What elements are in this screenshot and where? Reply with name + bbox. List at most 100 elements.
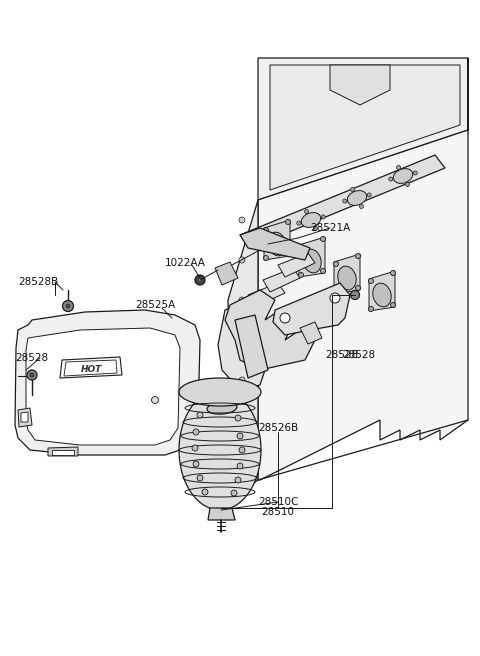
Text: 28510C: 28510C — [258, 497, 298, 507]
Polygon shape — [258, 58, 468, 200]
Ellipse shape — [348, 191, 367, 205]
Circle shape — [27, 370, 37, 380]
Circle shape — [251, 243, 255, 247]
Circle shape — [356, 285, 360, 291]
Circle shape — [280, 313, 290, 323]
Polygon shape — [208, 508, 235, 520]
Circle shape — [413, 171, 417, 175]
Ellipse shape — [393, 169, 413, 184]
Polygon shape — [215, 262, 238, 285]
Circle shape — [321, 268, 325, 274]
Circle shape — [30, 373, 34, 377]
Polygon shape — [218, 305, 265, 390]
Circle shape — [343, 199, 347, 203]
Circle shape — [350, 188, 355, 192]
Polygon shape — [273, 283, 350, 335]
Text: HOT: HOT — [80, 365, 102, 373]
Text: 28526B: 28526B — [258, 423, 298, 433]
Circle shape — [367, 193, 371, 197]
Polygon shape — [369, 271, 395, 311]
Polygon shape — [210, 380, 238, 415]
Polygon shape — [334, 254, 360, 294]
Circle shape — [193, 461, 199, 467]
Polygon shape — [330, 65, 390, 105]
Circle shape — [239, 417, 245, 423]
Ellipse shape — [255, 235, 275, 249]
Polygon shape — [258, 58, 468, 480]
Text: 1022AA: 1022AA — [165, 258, 205, 268]
Circle shape — [267, 249, 272, 253]
Circle shape — [334, 262, 338, 266]
Polygon shape — [263, 268, 300, 292]
Circle shape — [202, 489, 208, 495]
Circle shape — [239, 447, 245, 453]
Circle shape — [237, 433, 243, 439]
Circle shape — [391, 270, 396, 276]
Text: 28521A: 28521A — [310, 223, 350, 233]
Polygon shape — [64, 360, 117, 376]
Polygon shape — [225, 290, 315, 370]
Text: 28528: 28528 — [15, 353, 48, 363]
Text: 28528B: 28528B — [18, 277, 58, 287]
Circle shape — [197, 475, 203, 481]
Polygon shape — [235, 315, 268, 378]
Polygon shape — [270, 65, 460, 190]
Polygon shape — [264, 220, 290, 260]
Polygon shape — [48, 447, 78, 456]
Circle shape — [237, 463, 243, 469]
Circle shape — [369, 306, 373, 312]
Circle shape — [239, 217, 245, 223]
Circle shape — [198, 278, 202, 282]
Polygon shape — [52, 450, 74, 455]
Circle shape — [297, 221, 301, 225]
Ellipse shape — [207, 402, 237, 414]
Circle shape — [195, 275, 205, 285]
Circle shape — [239, 377, 245, 383]
Circle shape — [264, 255, 268, 260]
Circle shape — [193, 429, 199, 435]
Circle shape — [286, 220, 290, 224]
Ellipse shape — [373, 283, 391, 307]
Circle shape — [239, 297, 245, 303]
Circle shape — [406, 182, 409, 186]
Circle shape — [299, 245, 303, 249]
Circle shape — [62, 300, 73, 312]
Circle shape — [259, 232, 263, 236]
Text: 28510: 28510 — [262, 507, 295, 517]
Ellipse shape — [338, 266, 356, 290]
Circle shape — [391, 302, 396, 308]
Circle shape — [239, 257, 245, 263]
Ellipse shape — [179, 390, 261, 510]
Polygon shape — [233, 298, 270, 322]
Circle shape — [299, 272, 303, 277]
Circle shape — [304, 209, 309, 214]
Polygon shape — [228, 200, 258, 500]
Circle shape — [235, 477, 241, 483]
Circle shape — [264, 228, 268, 232]
Circle shape — [321, 215, 325, 219]
Circle shape — [286, 251, 290, 256]
Text: 28528: 28528 — [325, 350, 359, 360]
Ellipse shape — [179, 378, 261, 406]
Circle shape — [369, 279, 373, 283]
Polygon shape — [60, 357, 122, 378]
Circle shape — [239, 337, 245, 343]
Polygon shape — [26, 328, 180, 445]
Circle shape — [396, 165, 400, 169]
Ellipse shape — [303, 249, 321, 273]
Circle shape — [231, 490, 237, 496]
Circle shape — [235, 415, 241, 421]
Polygon shape — [300, 322, 322, 344]
Circle shape — [356, 253, 360, 258]
Circle shape — [192, 445, 198, 451]
Polygon shape — [21, 412, 28, 422]
Polygon shape — [15, 310, 200, 455]
Circle shape — [66, 304, 70, 308]
Circle shape — [334, 289, 338, 295]
Circle shape — [321, 237, 325, 241]
Circle shape — [389, 177, 393, 181]
Polygon shape — [299, 237, 325, 277]
Polygon shape — [278, 253, 315, 277]
Polygon shape — [240, 228, 310, 260]
Circle shape — [313, 226, 317, 230]
